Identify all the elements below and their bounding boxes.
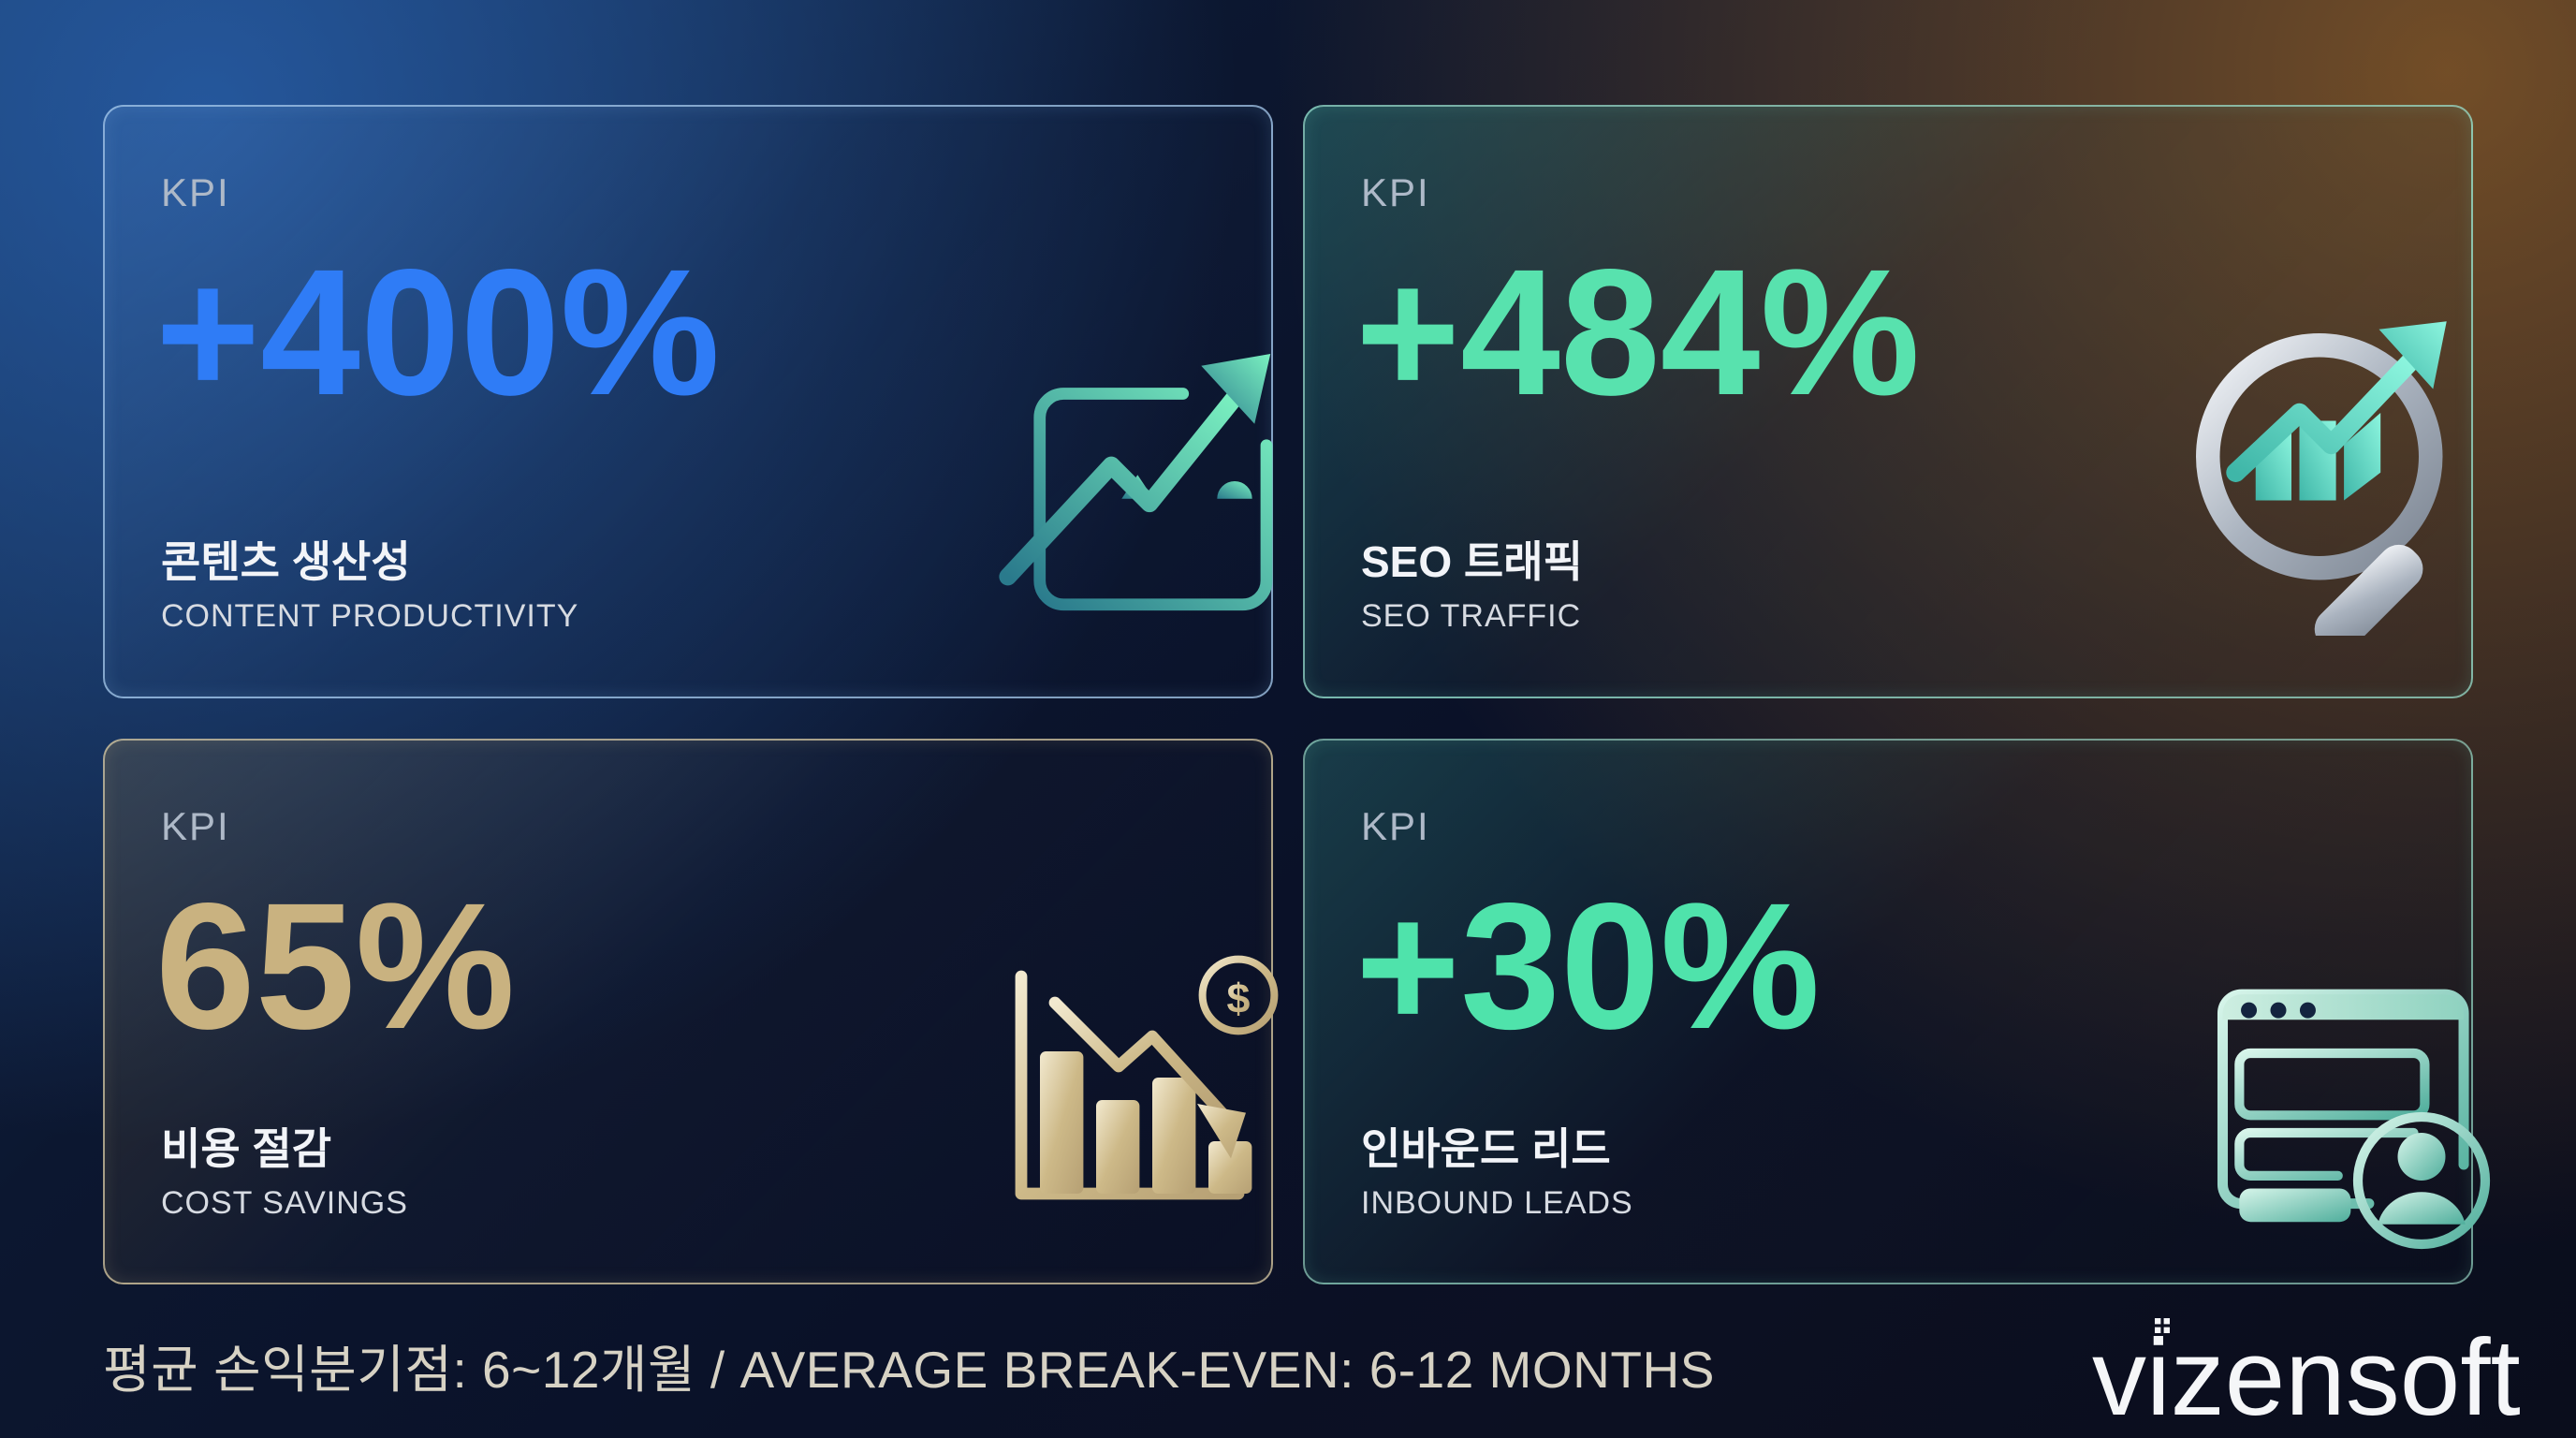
svg-text:$: $	[1227, 975, 1251, 1021]
